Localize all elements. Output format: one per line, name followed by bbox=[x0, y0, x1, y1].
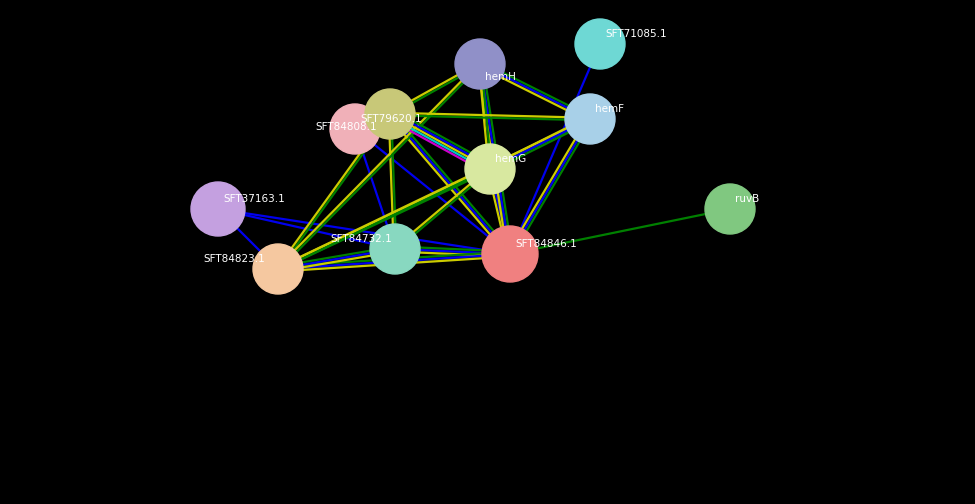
Circle shape bbox=[482, 226, 538, 282]
Text: SFT84808.1: SFT84808.1 bbox=[315, 122, 376, 132]
Circle shape bbox=[705, 184, 755, 234]
Circle shape bbox=[365, 89, 415, 139]
Text: SFT84823.1: SFT84823.1 bbox=[203, 254, 265, 264]
Text: SFT79620.1: SFT79620.1 bbox=[360, 114, 421, 124]
Circle shape bbox=[330, 104, 380, 154]
Circle shape bbox=[465, 144, 515, 194]
Circle shape bbox=[370, 224, 420, 274]
Circle shape bbox=[565, 94, 615, 144]
Text: SFT37163.1: SFT37163.1 bbox=[223, 194, 285, 204]
Text: hemF: hemF bbox=[595, 104, 624, 114]
Circle shape bbox=[455, 39, 505, 89]
Text: SFT84846.1: SFT84846.1 bbox=[515, 239, 577, 249]
Text: SFT84732.1: SFT84732.1 bbox=[330, 234, 392, 244]
Circle shape bbox=[575, 19, 625, 69]
Text: ruvB: ruvB bbox=[735, 194, 760, 204]
Text: SFT71085.1: SFT71085.1 bbox=[605, 29, 667, 39]
Text: hemH: hemH bbox=[485, 72, 516, 82]
Circle shape bbox=[253, 244, 303, 294]
Circle shape bbox=[191, 182, 245, 236]
Text: hemG: hemG bbox=[495, 154, 526, 164]
